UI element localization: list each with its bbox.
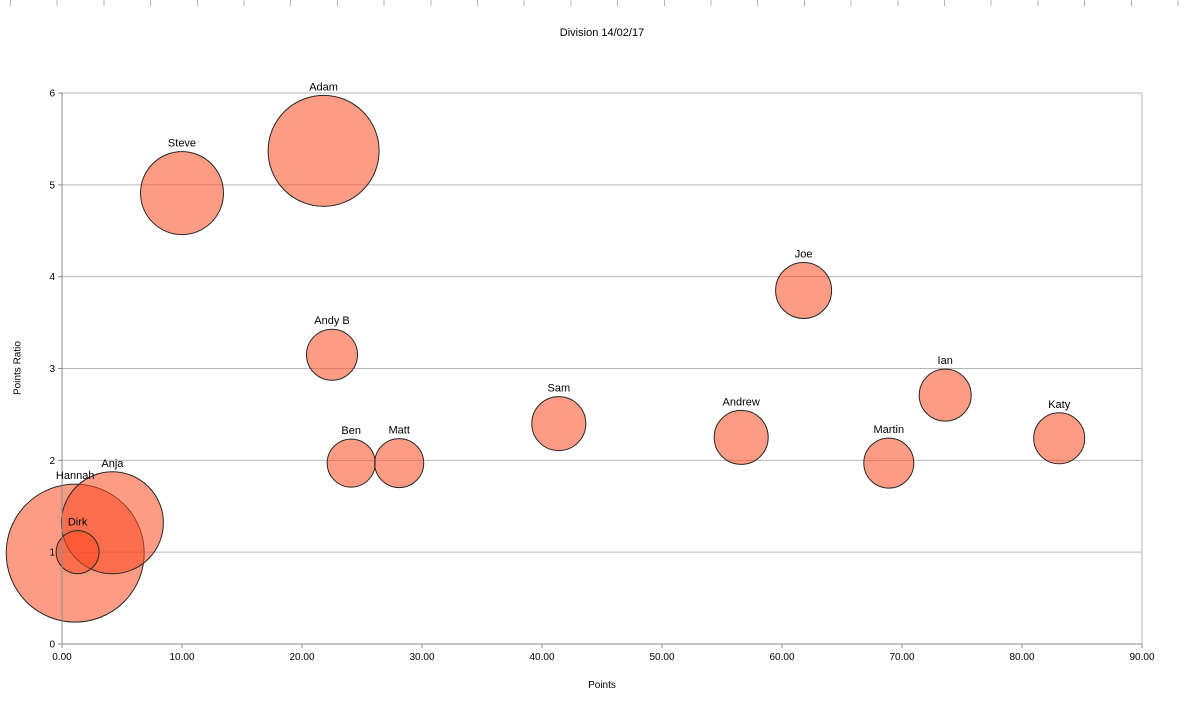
bubble-ian[interactable] (918, 368, 972, 422)
bubble-label-sam: Sam (547, 383, 570, 395)
spreadsheet-grid-ticks (0, 0, 1187, 6)
bubble-label-adam: Adam (309, 81, 338, 93)
x-tick-label-90: 90.00 (1129, 652, 1154, 663)
bubble-ben[interactable] (326, 438, 376, 488)
bubble-label-hannah: Hannah (56, 470, 95, 482)
bubble-katy[interactable] (1033, 412, 1086, 465)
bubble-adam[interactable] (267, 94, 380, 207)
bubble-joe[interactable] (775, 261, 833, 319)
x-tick-label-60: 60.00 (769, 652, 794, 663)
y-axis-title: Points Ratio (12, 341, 24, 396)
x-axis-title: Points (588, 680, 616, 691)
x-tick-label-20: 20.00 (289, 652, 314, 663)
bubble-sam[interactable] (531, 396, 587, 452)
y-tick-label-5: 5 (49, 180, 55, 191)
y-tick-label-2: 2 (49, 456, 55, 467)
y-tick-label-0: 0 (49, 640, 55, 651)
x-tick-label-30: 30.00 (409, 652, 434, 663)
bubble-martin[interactable] (863, 437, 915, 489)
x-tick-label-70: 70.00 (889, 652, 914, 663)
x-tick-label-50: 50.00 (649, 652, 674, 663)
x-tick-label-40: 40.00 (529, 652, 554, 663)
bubble-andy-b[interactable] (306, 328, 358, 381)
y-tick-label-4: 4 (49, 272, 55, 283)
x-tick-label-80: 80.00 (1009, 652, 1034, 663)
bubble-label-katy: Katy (1048, 399, 1071, 411)
bubble-label-matt: Matt (388, 425, 409, 437)
bubble-andrew[interactable] (713, 409, 769, 465)
bubble-label-steve: Steve (168, 138, 196, 150)
bubble-matt[interactable] (374, 438, 425, 489)
bubble-label-andrew: Andrew (723, 396, 760, 408)
bubble-label-joe: Joe (795, 248, 813, 260)
bubble-steve[interactable] (140, 151, 224, 236)
x-tick-label-10: 10.00 (169, 652, 194, 663)
bubble-label-ian: Ian (938, 355, 953, 367)
y-tick-label-6: 6 (49, 89, 55, 100)
y-tick-label-1: 1 (49, 548, 55, 559)
bubble-label-dirk: Dirk (68, 517, 88, 529)
bubble-label-martin: Martin (874, 424, 905, 436)
bubble-label-anja: Anja (101, 458, 124, 470)
chart-title: Division 14/02/17 (559, 27, 645, 39)
x-tick-label-0: 0.00 (52, 652, 72, 663)
bubble-dirk[interactable] (55, 530, 100, 575)
y-tick-label-3: 3 (49, 364, 55, 375)
bubble-label-andy-b: Andy B (314, 315, 349, 327)
bubble-label-ben: Ben (341, 425, 361, 437)
